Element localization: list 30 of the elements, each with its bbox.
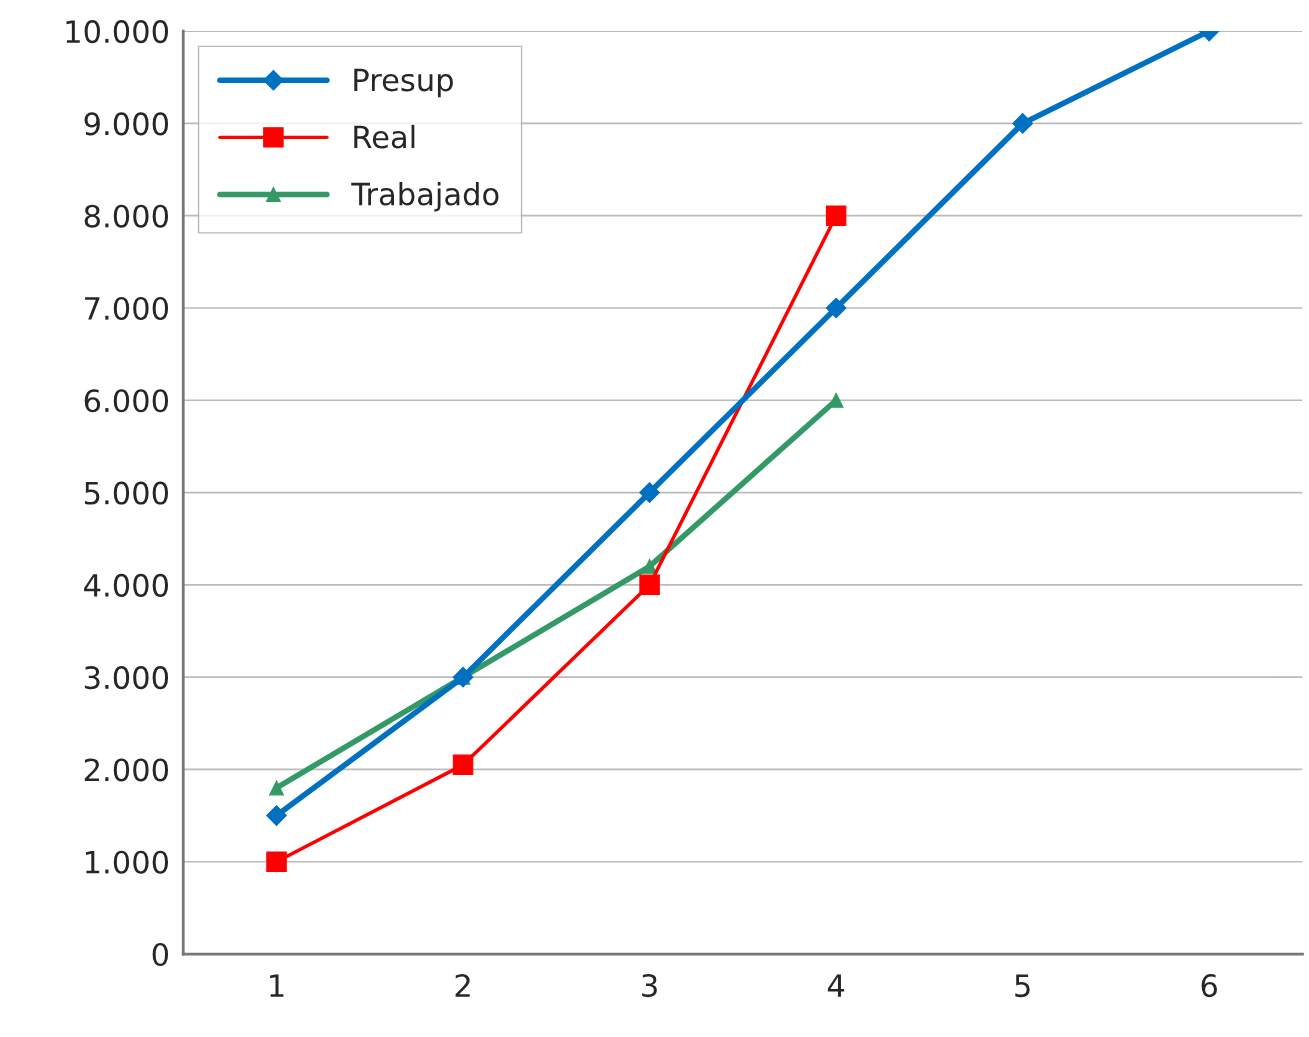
y-tick-label: 4.000 <box>84 573 169 597</box>
y-tick-label: 6.000 <box>84 389 169 413</box>
y-tick-label: 0 <box>152 942 169 967</box>
y-tick-label: 5.000 <box>84 481 169 505</box>
point <box>825 297 847 319</box>
y-tick-label: 8.000 <box>84 204 169 228</box>
point <box>452 754 474 776</box>
x-tick-label: 3 <box>642 974 657 998</box>
legend-label: Real <box>354 124 415 149</box>
y-tick-label: 10.000 <box>66 20 169 44</box>
x-tick-label: 4 <box>827 974 845 997</box>
y-tick-label: 9.000 <box>84 112 169 136</box>
point <box>639 574 660 596</box>
legend-label: Trabajado <box>351 181 499 212</box>
x-tick-label: 6 <box>1201 974 1217 998</box>
y-tick-label: 1.000 <box>85 850 169 874</box>
point <box>266 805 287 826</box>
point <box>639 482 660 503</box>
x-tick-label: 2 <box>455 974 470 997</box>
y-tick-label: 3.000 <box>84 666 169 690</box>
x-tick-label: 1 <box>270 974 284 997</box>
point <box>825 205 847 226</box>
legend-label: Presup <box>354 68 453 98</box>
y-tick-label: 7.000 <box>85 296 169 321</box>
x-tick-label: 5 <box>1015 974 1030 998</box>
point <box>266 851 287 872</box>
point <box>642 558 658 574</box>
point <box>1012 113 1033 134</box>
point <box>269 780 284 796</box>
y-tick-label: 2.000 <box>84 758 169 782</box>
